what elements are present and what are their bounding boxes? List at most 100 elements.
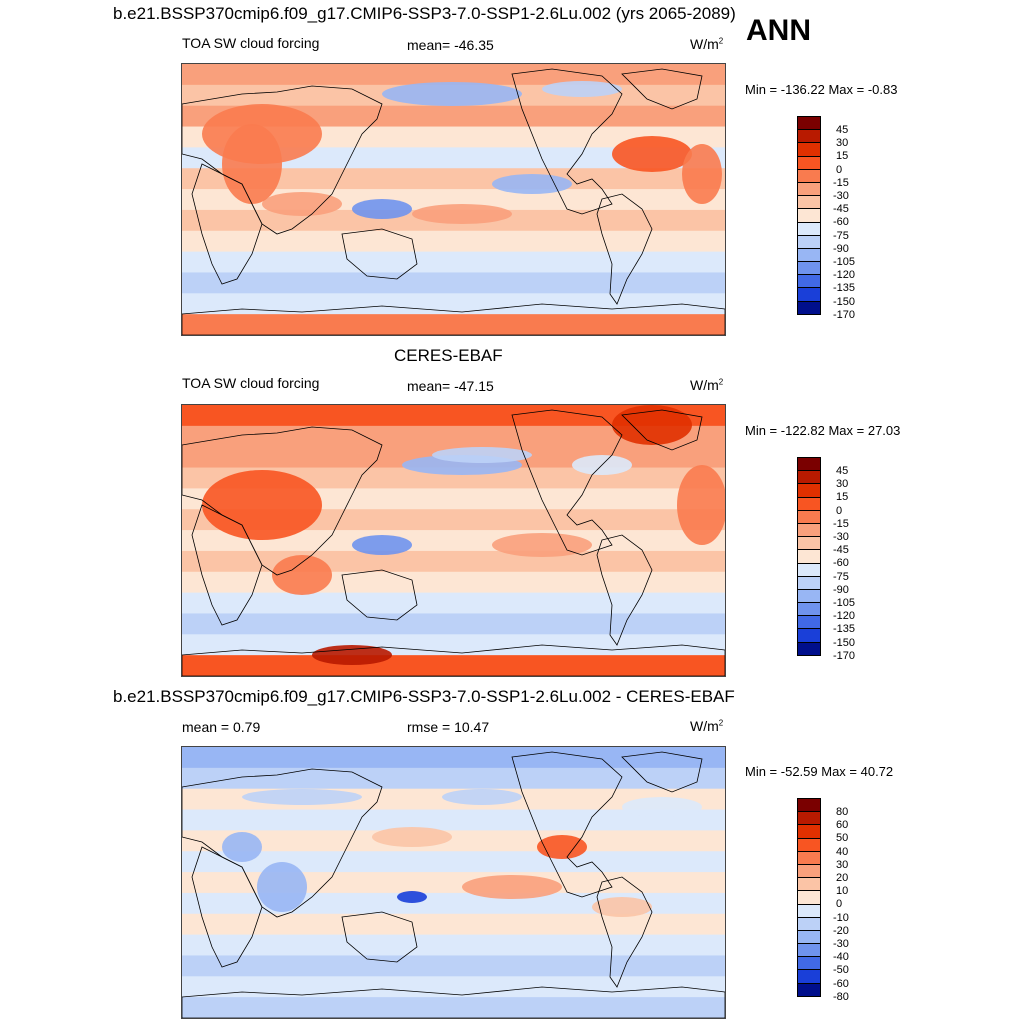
coastline (341, 569, 418, 621)
field-band (182, 613, 725, 636)
field-band (182, 997, 725, 1018)
colorbar-tick-label: -170 (833, 308, 856, 321)
panel-3-mean-label: mean = 0.79 (182, 719, 261, 735)
coastline (182, 303, 725, 335)
colorbar-tick-label: -15 (833, 176, 849, 189)
map-field (182, 405, 725, 676)
colorbar-tick-label: -45 (833, 203, 849, 216)
colorbar-swatch (797, 589, 821, 604)
colorbar-swatch (797, 642, 821, 656)
coastline (182, 644, 725, 676)
coastline (191, 504, 263, 626)
colorbar-swatch (797, 629, 821, 643)
colorbar-swatch (797, 143, 821, 157)
colorbar-swatch (797, 116, 821, 131)
field-contour (462, 875, 562, 899)
colorbar-tick-label: -105 (833, 256, 856, 268)
colorbar-swatch (797, 222, 821, 236)
field-contour (242, 789, 362, 805)
colorbar-swatch (797, 550, 821, 564)
panel-1-colorbar (797, 116, 821, 315)
panel-3-map (181, 746, 726, 1019)
colorbar-tick-label: 20 (836, 872, 849, 884)
field-contour (257, 862, 307, 912)
field-band (182, 747, 725, 769)
colorbar-swatch (797, 196, 821, 210)
colorbar-tick-label: -60 (833, 557, 849, 570)
colorbar-tick-label: -15 (833, 517, 849, 530)
field-band (182, 809, 725, 832)
colorbar-swatch (797, 235, 821, 249)
colorbar-tick-label: 30 (836, 478, 849, 491)
panel-3-units: W/m2 (690, 718, 724, 734)
colorbar-tick-label: -10 (833, 911, 849, 924)
field-contour (312, 645, 392, 665)
panel-1-variable-label: TOA SW cloud forcing (182, 35, 320, 51)
colorbar-swatch (797, 891, 821, 905)
colorbar-swatch (797, 825, 821, 839)
colorbar-swatch (797, 471, 821, 485)
field-band (182, 293, 725, 316)
colorbar-tick-label: -120 (833, 269, 856, 282)
colorbar-swatch (797, 523, 821, 538)
field-contour (352, 199, 412, 219)
panel-1-minmax: Min = -136.22 Max = -0.83 (745, 82, 898, 97)
panel-3-colorbar (797, 798, 821, 997)
field-contour (612, 136, 692, 172)
colorbar-tick-label: 40 (836, 845, 849, 858)
field-contour (612, 405, 692, 445)
colorbar-tick-label: -90 (833, 242, 849, 255)
field-band (182, 230, 725, 253)
field-band (182, 272, 725, 295)
colorbar-tick-label: -20 (833, 924, 849, 937)
panel-2-units: W/m2 (690, 377, 724, 393)
panel-1-units: W/m2 (690, 36, 724, 52)
colorbar-swatch (797, 301, 821, 315)
colorbar-tick-label: 10 (836, 885, 849, 898)
colorbar-swatch (797, 930, 821, 945)
colorbar-tick-label: -150 (833, 295, 856, 308)
field-contour (222, 124, 282, 204)
panel-1-mean-label: mean= -46.35 (407, 37, 494, 53)
field-band (182, 634, 725, 657)
field-band (182, 976, 725, 999)
field-contour (397, 891, 427, 903)
field-contour (492, 174, 572, 194)
field-band (182, 592, 725, 615)
panel-2-map (181, 404, 726, 677)
field-band (182, 425, 725, 448)
colorbar-tick-label: -30 (833, 531, 849, 543)
colorbar-tick-label: -150 (833, 636, 856, 649)
colorbar-swatch (797, 497, 821, 511)
coastline (596, 534, 653, 646)
coastline (511, 409, 623, 556)
colorbar-swatch (797, 510, 821, 524)
coastline (596, 876, 653, 988)
colorbar-tick-label: -90 (833, 583, 849, 596)
field-contour (542, 81, 622, 97)
colorbar-swatch (797, 563, 821, 577)
colorbar-tick-label: 50 (836, 832, 849, 845)
colorbar-tick-label: 45 (836, 465, 849, 477)
colorbar-swatch (797, 275, 821, 289)
panel-2-colorbar (797, 457, 821, 656)
colorbar-swatch (797, 904, 821, 918)
colorbar-swatch (797, 130, 821, 144)
field-band (182, 934, 725, 957)
colorbar-swatch (797, 288, 821, 302)
colorbar-swatch (797, 812, 821, 826)
colorbar-tick-label: -135 (833, 282, 856, 295)
coastline (191, 163, 263, 285)
colorbar-swatch (797, 457, 821, 472)
colorbar-swatch (797, 851, 821, 865)
panel-1-title: b.e21.BSSP370cmip6.f09_g17.CMIP6-SSP3-7.… (113, 4, 736, 23)
colorbar-swatch (797, 970, 821, 984)
colorbar-tick-label: -45 (833, 544, 849, 557)
panel-2-variable-label: TOA SW cloud forcing (182, 375, 320, 391)
colorbar-tick-label: -60 (833, 216, 849, 229)
colorbar-swatch (797, 169, 821, 183)
coastline (191, 846, 263, 968)
field-contour (412, 204, 512, 224)
colorbar-tick-label: 0 (836, 898, 843, 911)
coastline (621, 68, 703, 110)
